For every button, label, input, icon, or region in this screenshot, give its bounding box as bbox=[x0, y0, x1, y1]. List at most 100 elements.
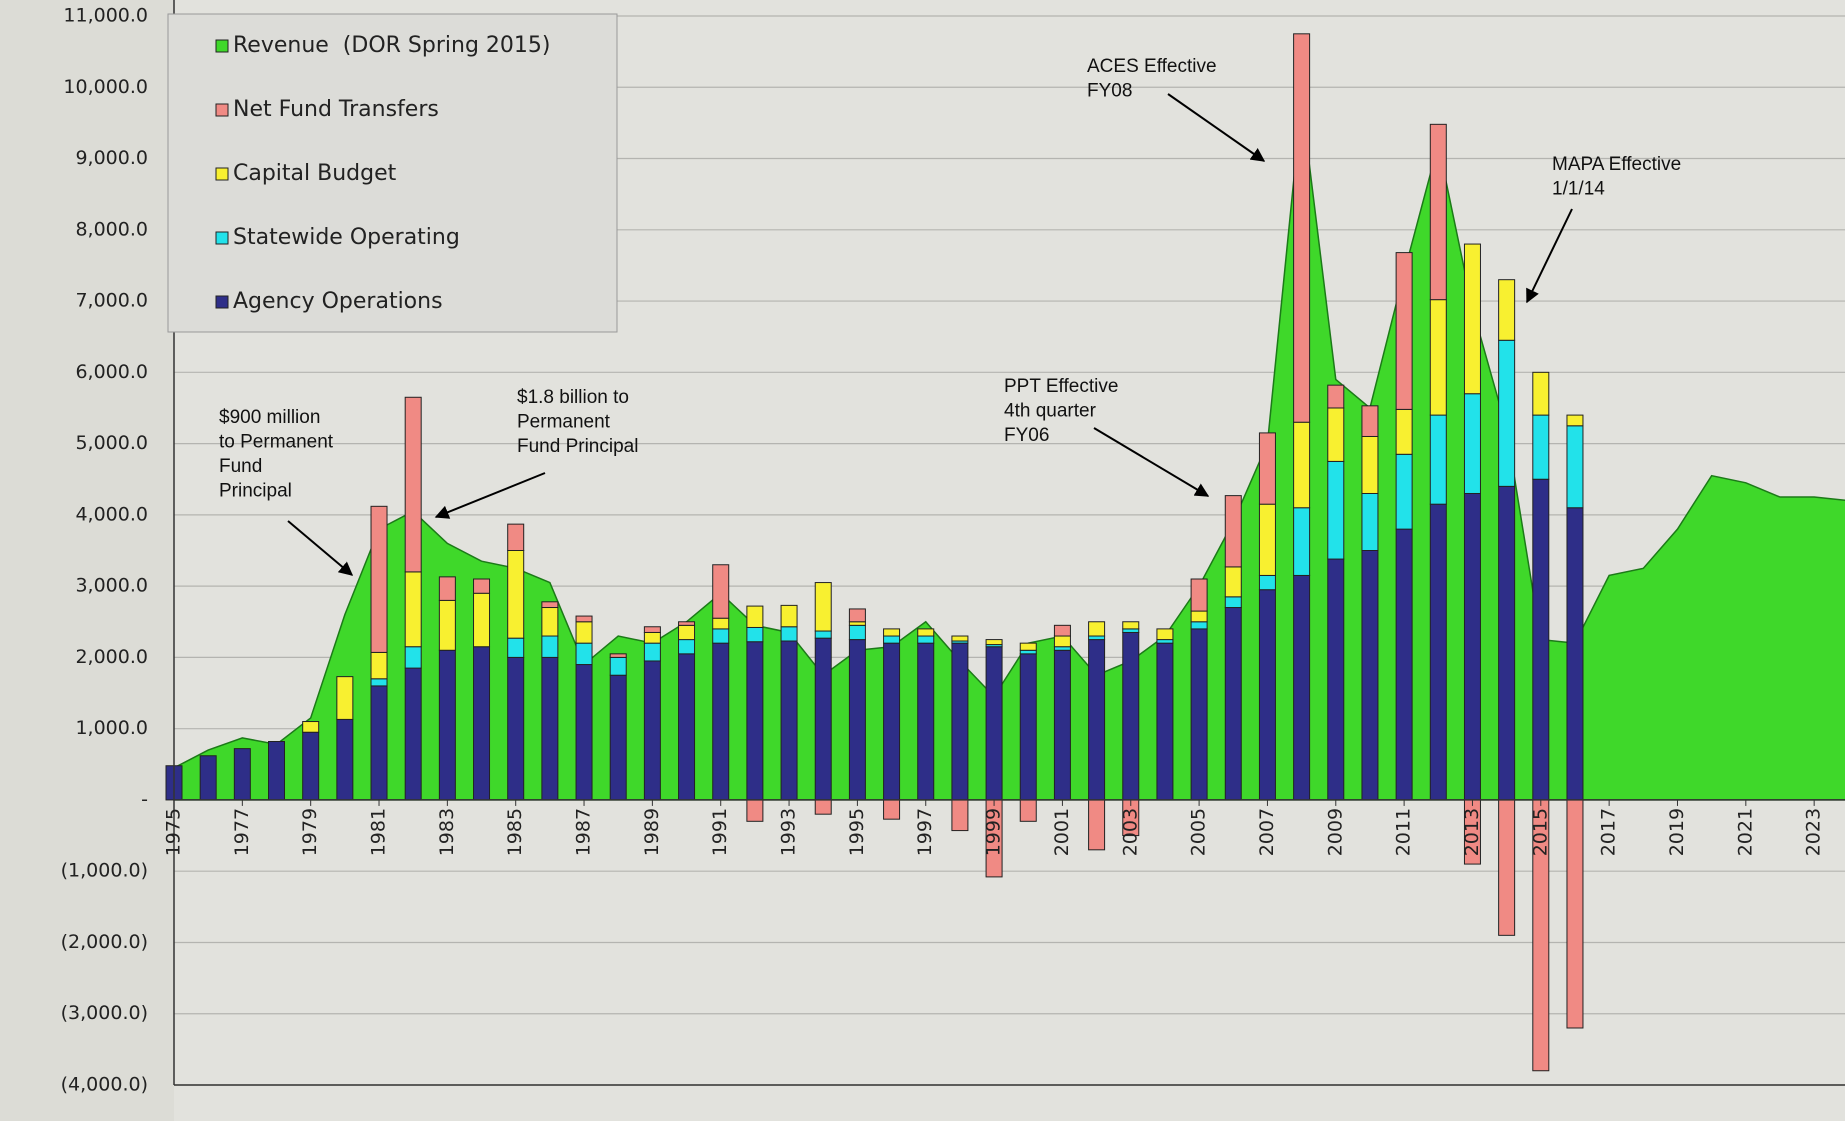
bar-segment bbox=[541, 656, 559, 801]
x-tick-label: 1975 bbox=[163, 808, 185, 856]
y-tick-label: 2,000.0 bbox=[75, 646, 148, 668]
bar-segment bbox=[438, 599, 456, 651]
bar-segment bbox=[1361, 435, 1379, 494]
axes: (4,000.0) (3,000.0) (2,000.0) (1,000.0) - 1,0… bbox=[61, 0, 1845, 1096]
bar-segment bbox=[473, 592, 491, 648]
legend-box bbox=[167, 13, 618, 333]
bar-segment bbox=[1429, 503, 1447, 801]
bar-segment bbox=[1327, 558, 1345, 801]
bar-segment bbox=[883, 799, 901, 820]
y-tick-label: 8,000.0 bbox=[75, 218, 148, 240]
annotation-text: Permanent bbox=[517, 412, 611, 433]
bar-segment bbox=[1053, 624, 1071, 637]
bar-segment bbox=[1361, 492, 1379, 551]
x-tick-label: 1995 bbox=[846, 808, 868, 856]
bar-segment bbox=[1258, 589, 1276, 801]
bar-segment bbox=[712, 564, 730, 619]
bar-segment bbox=[951, 799, 969, 832]
bar-segment bbox=[575, 621, 593, 644]
bar-segment bbox=[1395, 528, 1413, 801]
annotation-text: MAPA Effective bbox=[1552, 154, 1681, 175]
legend-swatch bbox=[215, 295, 229, 309]
bar-segment bbox=[609, 656, 627, 676]
bar-segment bbox=[1361, 550, 1379, 801]
arrow bbox=[287, 520, 354, 576]
bar-segment bbox=[1088, 639, 1106, 801]
y-tick-label: (4,000.0) bbox=[61, 1074, 148, 1096]
bar-segment bbox=[1224, 566, 1242, 598]
x-tick-label: 2023 bbox=[1803, 808, 1825, 856]
bar-segment bbox=[814, 630, 832, 639]
bar-segment bbox=[1395, 453, 1413, 530]
bar-segment bbox=[404, 667, 422, 801]
annotation-text: Fund bbox=[219, 456, 262, 477]
bar-segment bbox=[712, 628, 730, 644]
y-tick-label: 4,000.0 bbox=[75, 503, 148, 525]
legend-label: Net Fund Transfers bbox=[233, 97, 439, 122]
bar-segment bbox=[1293, 507, 1311, 576]
annotation-text: 1/1/14 bbox=[1552, 179, 1605, 200]
annotation-text: $900 million bbox=[219, 407, 320, 428]
x-tick-label: 2019 bbox=[1666, 808, 1688, 856]
bar-segment bbox=[507, 637, 525, 658]
arrow bbox=[1093, 427, 1210, 497]
bar-segment bbox=[1327, 460, 1345, 560]
bar-segment bbox=[507, 550, 525, 639]
arrow bbox=[434, 472, 546, 519]
annotation-text: 4th quarter bbox=[1004, 401, 1097, 422]
annotation-text: $1.8 billion to bbox=[517, 387, 629, 408]
bar-segment bbox=[1190, 578, 1208, 612]
x-tick-label: 2009 bbox=[1324, 808, 1346, 856]
bar-segment bbox=[575, 615, 593, 623]
x-tick-label: 2013 bbox=[1461, 808, 1483, 856]
bar-segment bbox=[336, 718, 354, 801]
bar-segment bbox=[678, 624, 696, 641]
bar-segment bbox=[746, 626, 764, 643]
bar-segment bbox=[1122, 621, 1140, 630]
bar-segment bbox=[780, 604, 798, 628]
annotation-text: FY08 bbox=[1087, 81, 1132, 102]
x-tick-label: 1979 bbox=[299, 808, 321, 856]
x-tick-label: 1977 bbox=[231, 808, 253, 856]
bar-segment bbox=[199, 755, 217, 801]
bar-segment bbox=[541, 601, 559, 609]
x-tick-label: 2011 bbox=[1393, 808, 1415, 856]
bar-segment bbox=[1088, 635, 1106, 641]
bar-segment bbox=[1498, 485, 1516, 801]
x-tick-label: 2021 bbox=[1734, 808, 1756, 856]
y-tick-label: - bbox=[141, 788, 148, 810]
x-tick-label: 2001 bbox=[1051, 808, 1073, 856]
annotation-text: ACES Effective bbox=[1087, 56, 1217, 77]
bar-segment bbox=[336, 676, 354, 720]
bar-segment bbox=[438, 576, 456, 601]
x-tick-label: 1987 bbox=[573, 808, 595, 856]
bar-segment bbox=[1156, 639, 1174, 644]
bar-segment bbox=[1019, 653, 1037, 801]
bar-segment bbox=[883, 628, 901, 637]
bar-segment bbox=[1361, 405, 1379, 437]
bar-segment bbox=[302, 731, 320, 801]
bar-segment bbox=[609, 653, 627, 658]
bar-segment bbox=[370, 685, 388, 801]
x-tick-label: 1981 bbox=[368, 808, 390, 856]
x-tick-label: 2007 bbox=[1256, 808, 1278, 856]
bar-segment bbox=[1224, 495, 1242, 568]
legend: Revenue (DOR Spring 2015) Net Fund Transf… bbox=[215, 33, 550, 314]
x-tick-label: 2005 bbox=[1188, 808, 1210, 856]
bar-segment bbox=[985, 646, 1003, 801]
x-tick-label: 1999 bbox=[983, 808, 1005, 856]
bar-segment bbox=[848, 621, 866, 626]
bar-segment bbox=[1532, 371, 1550, 416]
bar-segment bbox=[1258, 432, 1276, 505]
y-tick-label: 7,000.0 bbox=[75, 290, 148, 312]
bar-segment bbox=[814, 582, 832, 632]
bar-segment bbox=[1566, 425, 1584, 509]
bar-segment bbox=[643, 631, 661, 644]
bar-segment bbox=[473, 646, 491, 801]
bar-segment bbox=[1053, 635, 1071, 648]
arrow bbox=[1167, 93, 1266, 162]
bar-segment bbox=[1429, 123, 1447, 301]
legend-label: Capital Budget bbox=[233, 161, 397, 186]
bar-segment bbox=[814, 637, 832, 801]
